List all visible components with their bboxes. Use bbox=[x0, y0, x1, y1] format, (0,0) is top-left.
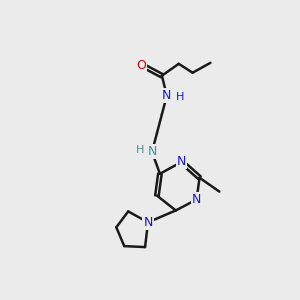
Text: H: H bbox=[136, 145, 144, 155]
Text: N: N bbox=[192, 193, 201, 206]
Text: N: N bbox=[162, 89, 172, 102]
Text: O: O bbox=[136, 59, 146, 72]
Text: N: N bbox=[147, 146, 157, 158]
Text: N: N bbox=[177, 155, 186, 168]
Text: N: N bbox=[143, 216, 153, 229]
Text: H: H bbox=[176, 92, 184, 103]
